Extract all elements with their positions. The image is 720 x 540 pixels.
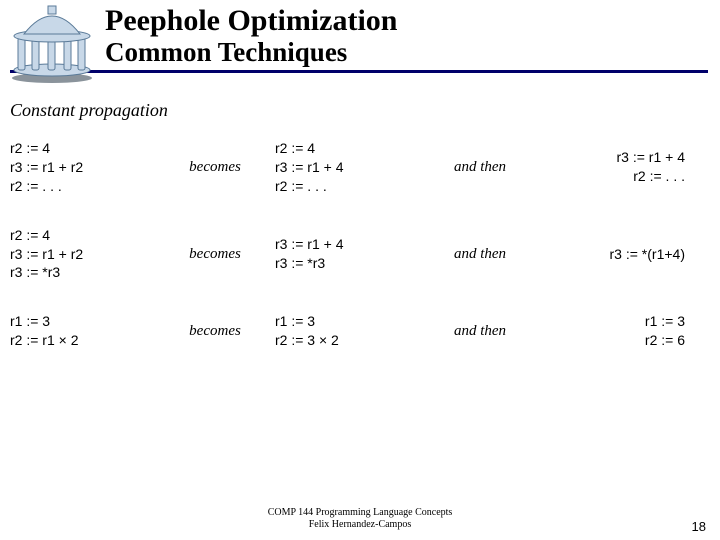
keyword: becomes bbox=[155, 244, 275, 264]
code-line: r2 := 4 bbox=[10, 226, 155, 245]
code-line: r2 := 3 × 2 bbox=[275, 331, 420, 350]
code-line: r3 := r1 + 4 bbox=[275, 158, 420, 177]
example-col-mid: r2 := 4 r3 := r1 + 4 r2 := . . . bbox=[275, 139, 420, 196]
example-row: r2 := 4 r3 := r1 + r2 r2 := . . . become… bbox=[10, 139, 710, 196]
keyword: and then bbox=[420, 321, 540, 341]
section-label: Constant propagation bbox=[10, 100, 710, 121]
keyword: and then bbox=[420, 157, 540, 177]
footer-line: COMP 144 Programming Language Concepts bbox=[0, 507, 720, 519]
example-col-before: r2 := 4 r3 := r1 + r2 r3 := *r3 bbox=[10, 226, 155, 283]
example-row: r2 := 4 r3 := r1 + r2 r3 := *r3 becomes … bbox=[10, 226, 710, 283]
code-line: r3 := *r3 bbox=[10, 263, 155, 282]
slide-header: Peephole Optimization Common Techniques bbox=[0, 0, 720, 68]
example-col-after: r3 := r1 + 4 r2 := . . . bbox=[540, 148, 693, 186]
example-col-after: r1 := 3 r2 := 6 bbox=[540, 312, 693, 350]
code-line: r3 := r1 + 4 bbox=[275, 235, 420, 254]
code-line: r2 := 6 bbox=[540, 331, 685, 350]
slide-title: Peephole Optimization bbox=[105, 4, 720, 37]
example-col-mid: r1 := 3 r2 := 3 × 2 bbox=[275, 312, 420, 350]
keyword: and then bbox=[420, 244, 540, 264]
code-line: r2 := . . . bbox=[540, 167, 685, 186]
example-col-after: r3 := *(r1+4) bbox=[540, 245, 693, 264]
code-line: r3 := r1 + 4 bbox=[540, 148, 685, 167]
footer-line: Felix Hernandez-Campos bbox=[0, 519, 720, 531]
code-line: r2 := r1 × 2 bbox=[10, 331, 155, 350]
page-number: 18 bbox=[692, 519, 706, 534]
header-rule bbox=[10, 70, 708, 73]
code-line: r1 := 3 bbox=[540, 312, 685, 331]
code-line: r1 := 3 bbox=[275, 312, 420, 331]
code-line: r3 := r1 + r2 bbox=[10, 158, 155, 177]
code-line: r2 := 4 bbox=[275, 139, 420, 158]
example-col-before: r2 := 4 r3 := r1 + r2 r2 := . . . bbox=[10, 139, 155, 196]
slide-footer: COMP 144 Programming Language Concepts F… bbox=[0, 507, 720, 530]
code-line: r3 := *(r1+4) bbox=[540, 245, 685, 264]
slide-content: Constant propagation r2 := 4 r3 := r1 + … bbox=[10, 100, 710, 380]
code-line: r3 := r1 + r2 bbox=[10, 245, 155, 264]
example-col-mid: r3 := r1 + 4 r3 := *r3 bbox=[275, 235, 420, 273]
slide-subtitle: Common Techniques bbox=[105, 37, 720, 68]
example-col-before: r1 := 3 r2 := r1 × 2 bbox=[10, 312, 155, 350]
code-line: r2 := . . . bbox=[275, 177, 420, 196]
code-line: r2 := 4 bbox=[10, 139, 155, 158]
example-row: r1 := 3 r2 := r1 × 2 becomes r1 := 3 r2 … bbox=[10, 312, 710, 350]
code-line: r2 := . . . bbox=[10, 177, 155, 196]
keyword: becomes bbox=[155, 157, 275, 177]
code-line: r1 := 3 bbox=[10, 312, 155, 331]
keyword: becomes bbox=[155, 321, 275, 341]
code-line: r3 := *r3 bbox=[275, 254, 420, 273]
